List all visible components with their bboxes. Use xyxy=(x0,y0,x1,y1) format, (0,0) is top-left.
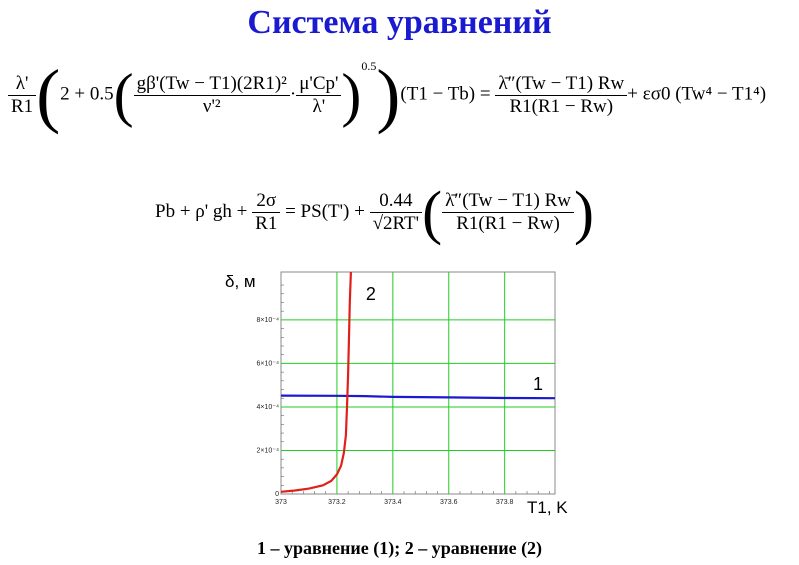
y-tick-label: 2×10⁻⁴ xyxy=(257,447,279,454)
eq2-lhs: Pb + ρ' gh + xyxy=(155,200,248,222)
plot-area: 373 373.2 373.4 373.6 373.8 0 2×10⁻⁴ 4×10⁻⁴ 6×10… xyxy=(257,271,556,506)
eq1-open-paren: ( xyxy=(36,55,61,135)
eq1-lambda-over-r1: λ' R1 xyxy=(8,73,37,118)
eq1-lhs-num: λ' xyxy=(8,73,37,96)
eq2-frac2-den: √2RT' xyxy=(372,213,420,234)
eq2-frac3-num: λ̄″(Tw − T1) Rw xyxy=(442,190,574,213)
eq1-rhs-den: R1(R1 − Rw) xyxy=(509,95,614,117)
y-axis-label: δ, м xyxy=(225,272,256,291)
chart: δ, м T1, K 373 373.2 373.4 373.6 373.8 0 2×10⁻… xyxy=(225,271,568,517)
figure-caption: 1 – уравнение (1); 2 – уравнение (2) xyxy=(256,538,543,558)
eq1-inner2-frac: μ'Cp' λ' xyxy=(296,73,342,118)
y-tick-label: 6×10⁻⁴ xyxy=(257,360,279,367)
eq1-lhs-den: R1 xyxy=(11,95,34,117)
series-2-label: 2 xyxy=(366,284,376,304)
x-tick-label: 373 xyxy=(275,499,287,506)
eq1-inner2-num: μ'Cp' xyxy=(296,73,342,96)
eq1-two-term: 2 + 0.5 xyxy=(60,83,114,105)
eq1-rhs-frac: λ̄″(Tw − T1) Rw R1(R1 − Rw) xyxy=(495,73,628,118)
eq1-dot: · xyxy=(289,83,297,105)
y-tick-label: 8×10⁻⁴ xyxy=(257,317,279,324)
series-1-label: 1 xyxy=(533,374,543,394)
series-1-line xyxy=(280,394,556,400)
slide-title: Система уравнений xyxy=(247,4,552,41)
x-tick-label: 373.4 xyxy=(384,499,402,506)
eq2-frac3-den: R1(R1 − Rw) xyxy=(456,213,560,234)
y-tick-label: 0 xyxy=(275,491,279,498)
eq1-inner-num: gβ'(Tw − T1)(2R1)² xyxy=(133,73,290,96)
x-tick-label: 373.2 xyxy=(328,499,346,506)
eq2-frac1: 2σ R1 xyxy=(252,190,281,235)
eq1-inner-frac: gβ'(Tw − T1)(2R1)² ν'² xyxy=(133,73,290,118)
equation-1: λ' R1 (2 + 0.5( gβ'(Tw − T1)(2R1)² ν'² ·… xyxy=(8,59,767,131)
eq2-mid: = PS(T') + xyxy=(285,200,365,222)
eq2-close-paren: ) xyxy=(573,179,594,246)
x-tick-label: 373.6 xyxy=(440,499,458,506)
eq1-close-paren: ) xyxy=(376,55,401,135)
eq2-frac1-den: R1 xyxy=(255,213,278,234)
eq1-inner-den: ν'² xyxy=(202,95,221,117)
x-axis-label: T1, K xyxy=(527,498,568,517)
eq2-frac2: 0.44 √2RT' xyxy=(369,190,423,235)
x-tick-label: 373.8 xyxy=(496,499,514,506)
equation-2: Pb + ρ' gh + 2σ R1 = PS(T') + 0.44 √2RT'… xyxy=(155,183,594,243)
series-2-line xyxy=(280,271,352,493)
eq1-lhs-tail: (T1 − Tb) = xyxy=(400,83,491,105)
plot-frame xyxy=(280,271,556,495)
y-tick-label: 4×10⁻⁴ xyxy=(257,404,279,411)
eq2-open-paren: ( xyxy=(422,179,443,246)
eq1-inner-open-paren: ( xyxy=(113,62,134,128)
eq1-rhs-tail: + εσ0 (Tw⁴ − T1⁴) xyxy=(627,83,767,105)
eq2-frac3: λ̄″(Tw − T1) Rw R1(R1 − Rw) xyxy=(442,190,574,235)
eq1-inner2-den: λ' xyxy=(312,95,326,117)
eq1-inner-close-paren: ) xyxy=(341,62,362,128)
eq2-frac2-num: 0.44 xyxy=(369,190,423,213)
eq1-rhs-num: λ̄″(Tw − T1) Rw xyxy=(495,73,628,96)
eq2-frac1-num: 2σ xyxy=(252,190,281,213)
eq1-power: 0.5 xyxy=(361,59,377,74)
